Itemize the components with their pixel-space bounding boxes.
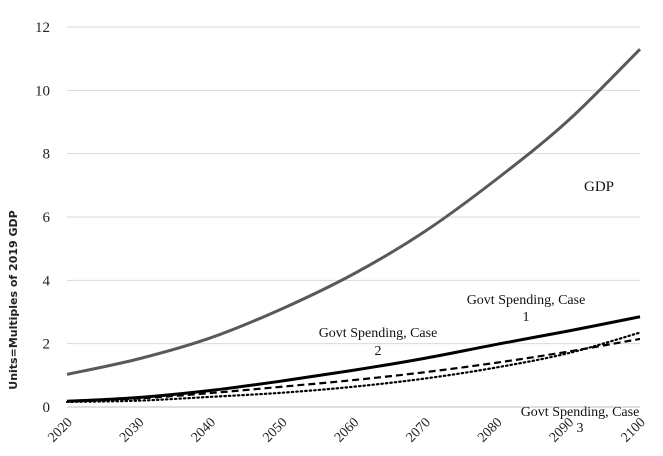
series-line-case2	[66, 337, 641, 403]
y-tick-label: 12	[35, 20, 50, 36]
y-axis-ticks: 0 2 4 6 8 10 12	[35, 20, 51, 416]
gridlines	[67, 26, 640, 345]
series-line-case3	[65, 331, 642, 404]
x-tick-label: 2020	[45, 415, 75, 445]
x-tick-label: 2050	[260, 415, 290, 445]
y-tick-label: 6	[43, 210, 51, 226]
annotation-gdp: GDP	[584, 179, 614, 195]
x-tick-label: 2030	[117, 415, 147, 445]
y-axis-label: Units=Multiples of 2019 GDP	[7, 210, 20, 389]
annotation-case3-line1: Govt Spending, Case	[521, 405, 640, 420]
series-line-case1	[66, 315, 641, 403]
y-tick-label: 8	[43, 147, 51, 163]
x-tick-label: 2060	[332, 415, 362, 445]
y-tick-label: 10	[35, 83, 50, 99]
x-tick-label: 2070	[404, 415, 434, 445]
y-tick-label: 2	[43, 337, 51, 353]
series-lines	[65, 48, 642, 404]
y-tick-label: 0	[43, 400, 51, 416]
x-tick-label: 2080	[475, 415, 505, 445]
y-tick-label: 4	[43, 273, 51, 289]
x-tick-label: 2040	[189, 415, 219, 445]
series-line-gdp	[66, 48, 642, 376]
annotation-case1-line2: 1	[523, 310, 530, 325]
annotation-case1-line1: Govt Spending, Case	[467, 293, 586, 308]
annotation-case2-line1: Govt Spending, Case	[319, 326, 438, 341]
annotation-case2-line2: 2	[375, 344, 382, 359]
annotation-case3-line2: 3	[577, 421, 584, 436]
